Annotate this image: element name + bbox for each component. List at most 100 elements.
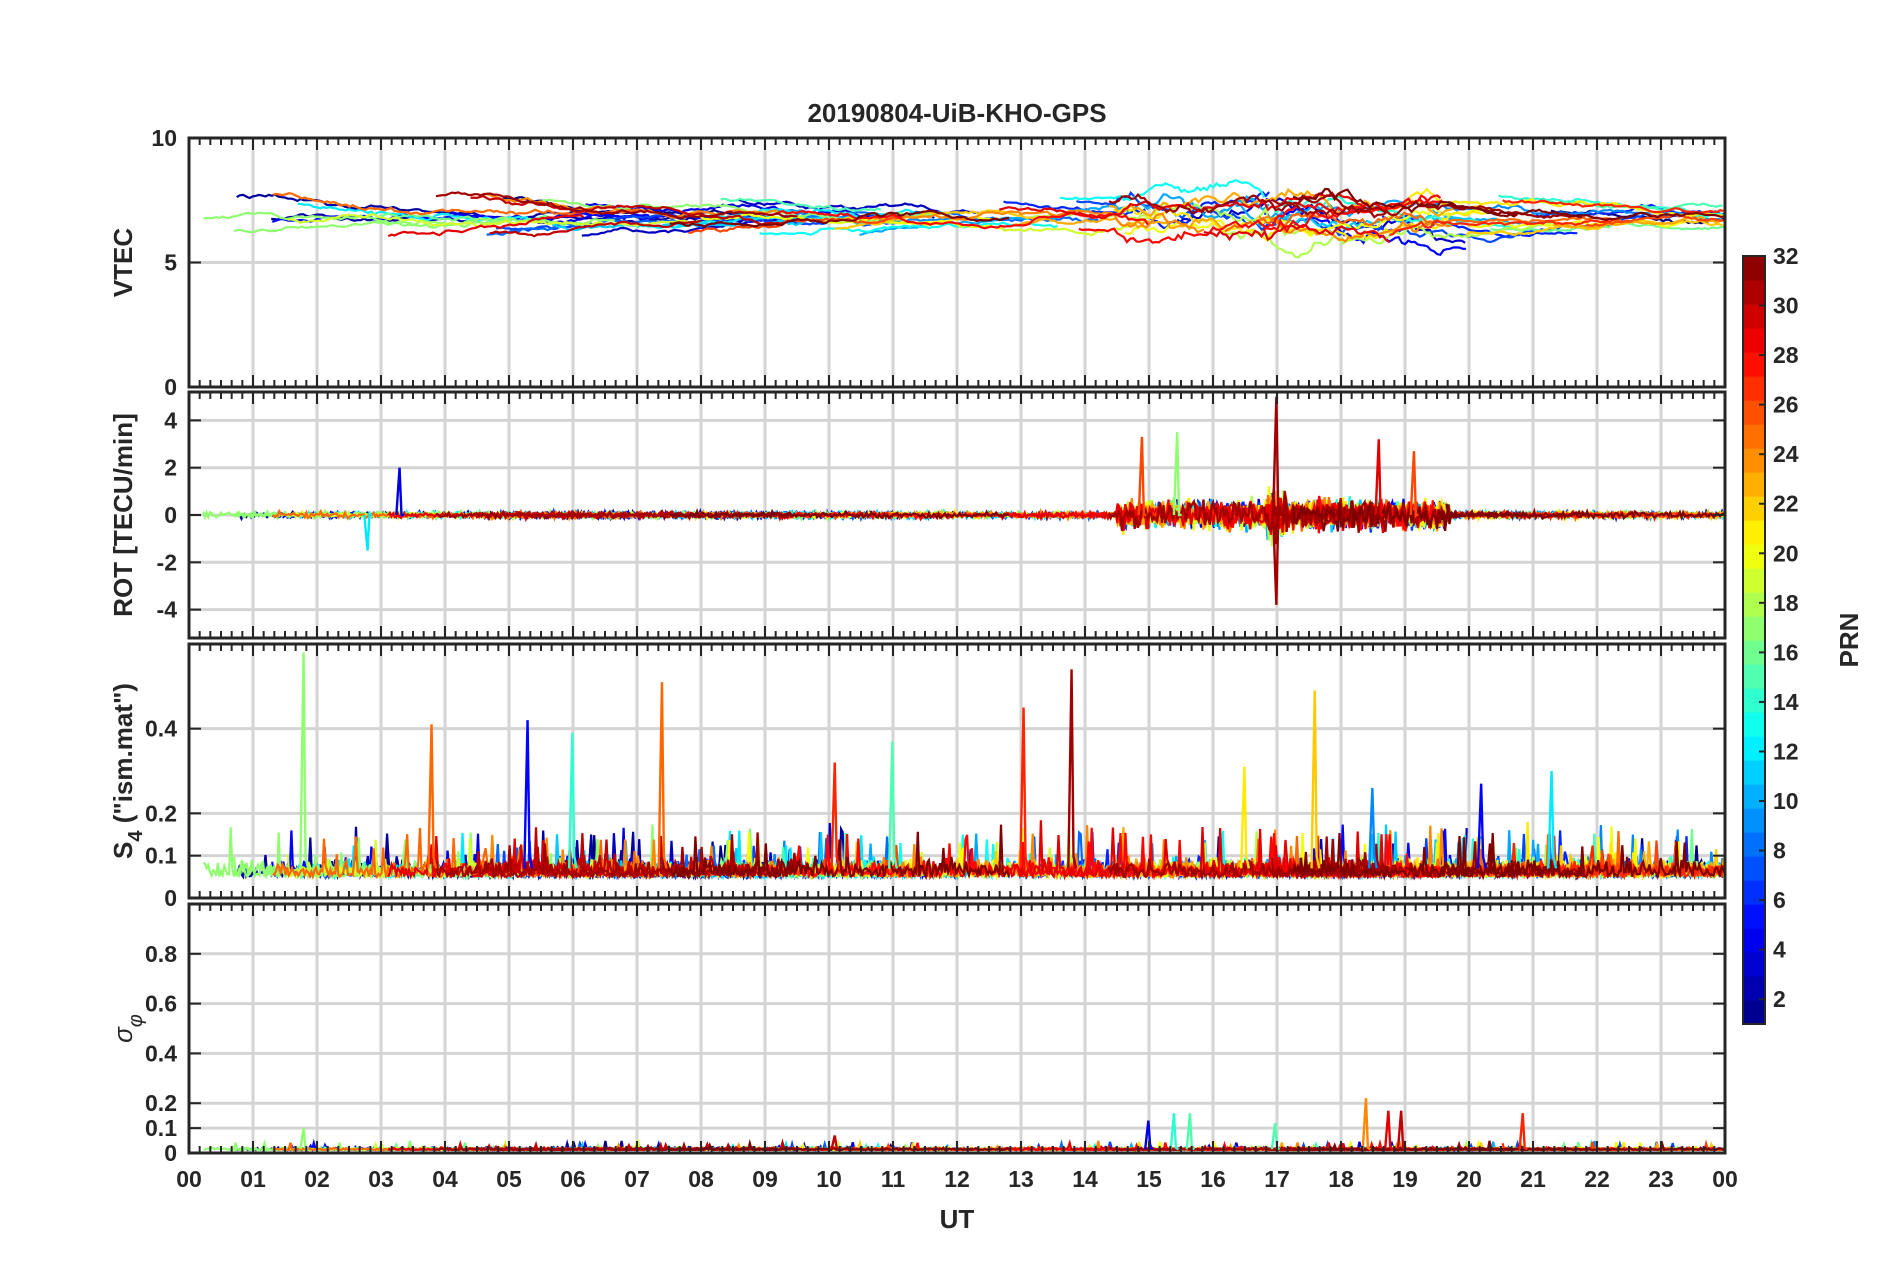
spike-prn-15: [887, 741, 899, 869]
colorbar-swatch: [1743, 448, 1765, 473]
spike-prn-29: [1374, 439, 1384, 517]
y-tick-label: 0.4: [145, 1040, 177, 1066]
series-line-prn-32: [1292, 833, 1520, 881]
colorbar-swatch: [1743, 256, 1765, 281]
series-group: [202, 396, 1725, 605]
y-tick-label: 0.1: [145, 843, 177, 869]
spike-prn-31: [1271, 513, 1281, 605]
spike-prn-21: [1239, 766, 1251, 869]
panel-vtec: 0 5 10 VTEC: [108, 125, 1727, 400]
panel-s4: 0 0.1 0.2 0.4S4 ("ism.mat"): [108, 642, 1727, 911]
series-line-prn-26: [1585, 840, 1725, 881]
y-tick-label: -2: [157, 549, 177, 575]
spike-prn-27: [1518, 1113, 1528, 1151]
colorbar-swatch: [1743, 832, 1765, 857]
spike-prn-25: [427, 724, 438, 869]
colorbar-tick-label: 24: [1773, 441, 1799, 467]
y-tick-label: -4: [157, 597, 178, 623]
colorbar-swatch: [1743, 400, 1765, 425]
spike-prn-12: [1547, 770, 1558, 869]
spike-prn-24: [1361, 1098, 1372, 1151]
series-line-prn-25: [1224, 211, 1632, 233]
spike-prn-29: [1383, 1110, 1394, 1151]
spike-prn-15: [1270, 1122, 1281, 1151]
colorbar-swatch: [1743, 472, 1765, 497]
colorbar-tick-label: 10: [1773, 788, 1799, 814]
series-group: [203, 178, 1725, 259]
colorbar-tick-label: 6: [1773, 887, 1786, 913]
series-line-prn-28: [1078, 194, 1442, 244]
y-axis-label: S4 ("ism.mat"): [108, 683, 147, 859]
colorbar-swatch: [1743, 712, 1765, 737]
series-line-prn-30: [489, 219, 702, 238]
colorbar-tick-label: 4: [1773, 937, 1786, 963]
series-line-prn-26: [1585, 213, 1724, 228]
x-tick-label: 05: [496, 1166, 522, 1192]
colorbar-tick-label: 16: [1773, 639, 1799, 665]
x-tick-label: 18: [1328, 1166, 1354, 1192]
spike-prn-4: [395, 467, 405, 517]
series-line-prn-13: [1059, 178, 1266, 202]
x-tick-label: 15: [1136, 1166, 1162, 1192]
series-line-prn-28: [770, 209, 1149, 230]
colorbar-tick-label: 18: [1773, 590, 1799, 616]
spike-prn-26: [1137, 436, 1147, 517]
x-tick-label: 21: [1520, 1166, 1546, 1192]
series-group: [202, 652, 1725, 882]
x-tick-label: 08: [688, 1166, 714, 1192]
y-axis-label: σφ: [108, 1014, 147, 1043]
series-line-prn-27: [1389, 218, 1614, 237]
colorbar-tick-label: 8: [1773, 838, 1786, 864]
colorbar-tick-label: 14: [1773, 689, 1799, 715]
panel-rot: -4 -2 0 2 4 ROT [TECU/min]: [108, 390, 1727, 640]
y-tick-label: 10: [151, 125, 177, 151]
y-tick-label: 5: [164, 250, 177, 276]
x-tick-label: 20: [1456, 1166, 1482, 1192]
series-line-prn-30: [470, 194, 785, 226]
colorbar-tick-label: 12: [1773, 738, 1799, 764]
spike-prn-31: [1067, 669, 1078, 869]
colorbar-swatch: [1743, 688, 1765, 713]
spike-prn-27: [830, 762, 841, 869]
colorbar-swatch: [1743, 328, 1765, 353]
spike-prn-5: [1476, 783, 1487, 869]
series-line-prn-31: [1270, 835, 1585, 881]
series-line-prn-13: [759, 221, 1058, 236]
spike-prn-14: [1169, 1113, 1180, 1151]
x-tick-label: 16: [1200, 1166, 1226, 1192]
x-tick-label: 06: [560, 1166, 586, 1192]
colorbar-swatch: [1743, 736, 1765, 761]
series-line-prn-32: [1445, 833, 1725, 881]
y-axis-label: VTEC: [108, 228, 138, 298]
x-axis-label: UT: [940, 1204, 975, 1234]
colorbar-tick-label: 22: [1773, 491, 1799, 517]
colorbar-swatch: [1743, 520, 1765, 545]
series-line-prn-27: [1502, 199, 1724, 214]
colorbar-swatch: [1743, 976, 1765, 1001]
colorbar-swatch: [1743, 544, 1765, 569]
spike-prn-15: [1185, 1113, 1196, 1151]
x-tick-label: 04: [432, 1166, 458, 1192]
y-tick-label: 0: [164, 374, 177, 400]
spike-prn-30: [830, 1135, 840, 1151]
colorbar-swatch: [1743, 640, 1765, 665]
x-tick-label: 12: [944, 1166, 970, 1192]
x-tick-label: 00: [1712, 1166, 1738, 1192]
colorbar-swatch: [1743, 424, 1765, 449]
colorbar-swatch: [1743, 304, 1765, 329]
x-tick-label: 23: [1648, 1166, 1674, 1192]
spike-prn-27: [1019, 707, 1030, 869]
series-line-prn-32: [1445, 503, 1725, 525]
colorbar-swatch: [1743, 568, 1765, 593]
colorbar-swatch: [1743, 952, 1765, 977]
series-line-prn-31: [435, 191, 798, 220]
x-tick-label: 19: [1392, 1166, 1418, 1192]
series-line-prn-24: [874, 209, 1205, 234]
y-tick-label: 0.6: [145, 991, 177, 1017]
series-line-prn-32: [1292, 500, 1520, 532]
colorbar-swatch: [1743, 376, 1765, 401]
spike-prn-9: [1367, 787, 1379, 869]
x-tick-label: 01: [240, 1166, 266, 1192]
